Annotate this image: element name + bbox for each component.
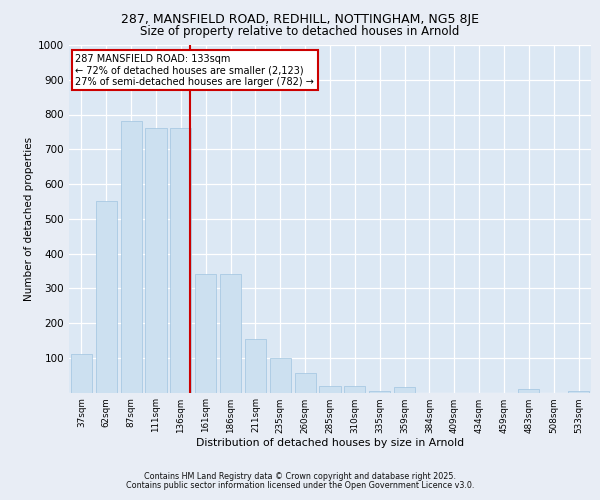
- Bar: [195, 274, 216, 392]
- Bar: [319, 386, 341, 392]
- X-axis label: Distribution of detached houses by size in Arnold: Distribution of detached houses by size …: [196, 438, 464, 448]
- Bar: [394, 388, 415, 392]
- Bar: [96, 202, 117, 392]
- Text: 287 MANSFIELD ROAD: 133sqm
← 72% of detached houses are smaller (2,123)
27% of s: 287 MANSFIELD ROAD: 133sqm ← 72% of deta…: [75, 54, 314, 87]
- Bar: [220, 274, 241, 392]
- Bar: [369, 391, 390, 392]
- Bar: [270, 358, 291, 392]
- Bar: [145, 128, 167, 392]
- Bar: [71, 354, 92, 393]
- Bar: [170, 128, 191, 392]
- Bar: [344, 386, 365, 392]
- Y-axis label: Number of detached properties: Number of detached properties: [24, 136, 34, 301]
- Bar: [295, 374, 316, 392]
- Bar: [518, 389, 539, 392]
- Text: Contains HM Land Registry data © Crown copyright and database right 2025.: Contains HM Land Registry data © Crown c…: [144, 472, 456, 481]
- Text: Size of property relative to detached houses in Arnold: Size of property relative to detached ho…: [140, 25, 460, 38]
- Bar: [121, 122, 142, 392]
- Text: Contains public sector information licensed under the Open Government Licence v3: Contains public sector information licen…: [126, 481, 474, 490]
- Bar: [568, 391, 589, 392]
- Text: 287, MANSFIELD ROAD, REDHILL, NOTTINGHAM, NG5 8JE: 287, MANSFIELD ROAD, REDHILL, NOTTINGHAM…: [121, 12, 479, 26]
- Bar: [245, 338, 266, 392]
